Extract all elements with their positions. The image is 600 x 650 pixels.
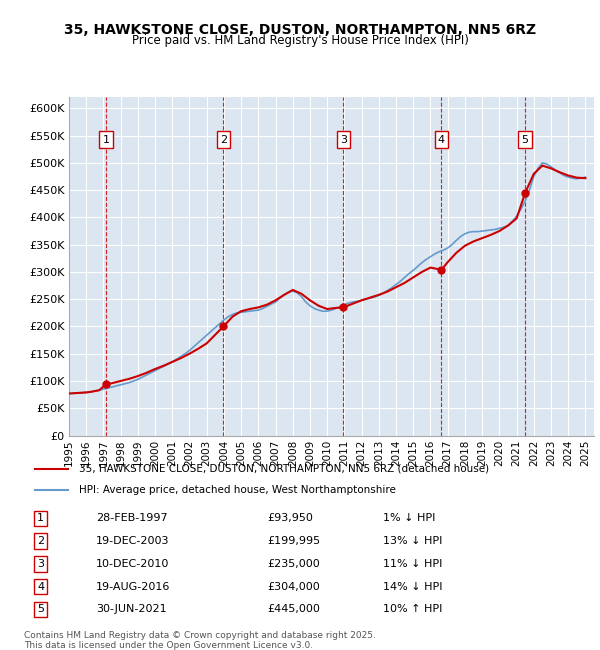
Text: 19-DEC-2003: 19-DEC-2003 [96,536,169,546]
Text: 5: 5 [37,604,44,614]
Text: 1: 1 [37,514,44,523]
Text: £445,000: £445,000 [267,604,320,614]
Text: 4: 4 [438,135,445,145]
Text: 10% ↑ HPI: 10% ↑ HPI [383,604,442,614]
Text: 35, HAWKSTONE CLOSE, DUSTON, NORTHAMPTON, NN5 6RZ: 35, HAWKSTONE CLOSE, DUSTON, NORTHAMPTON… [64,23,536,37]
Text: Price paid vs. HM Land Registry's House Price Index (HPI): Price paid vs. HM Land Registry's House … [131,34,469,47]
Text: £93,950: £93,950 [267,514,313,523]
Text: 2: 2 [220,135,227,145]
Text: 10-DEC-2010: 10-DEC-2010 [96,559,169,569]
Text: 4: 4 [37,582,44,592]
Text: 2: 2 [37,536,44,546]
Text: 1: 1 [103,135,110,145]
Text: £235,000: £235,000 [267,559,320,569]
Text: HPI: Average price, detached house, West Northamptonshire: HPI: Average price, detached house, West… [79,485,396,495]
Text: 3: 3 [340,135,347,145]
Text: 5: 5 [521,135,529,145]
Text: £199,995: £199,995 [267,536,320,546]
Text: 30-JUN-2021: 30-JUN-2021 [96,604,166,614]
Text: 19-AUG-2016: 19-AUG-2016 [96,582,170,592]
Text: 13% ↓ HPI: 13% ↓ HPI [383,536,442,546]
Text: 14% ↓ HPI: 14% ↓ HPI [383,582,442,592]
Text: 3: 3 [37,559,44,569]
Text: 1% ↓ HPI: 1% ↓ HPI [383,514,435,523]
Text: 28-FEB-1997: 28-FEB-1997 [96,514,167,523]
Text: Contains HM Land Registry data © Crown copyright and database right 2025.
This d: Contains HM Land Registry data © Crown c… [24,630,376,650]
Text: 35, HAWKSTONE CLOSE, DUSTON, NORTHAMPTON, NN5 6RZ (detached house): 35, HAWKSTONE CLOSE, DUSTON, NORTHAMPTON… [79,463,490,474]
Text: 11% ↓ HPI: 11% ↓ HPI [383,559,442,569]
Text: £304,000: £304,000 [267,582,320,592]
